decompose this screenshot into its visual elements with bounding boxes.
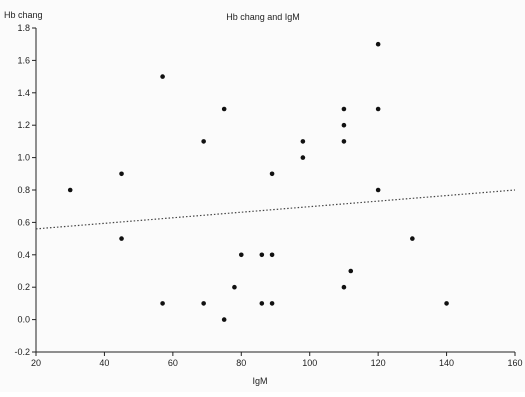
x-tick-label: 140 bbox=[439, 358, 454, 368]
scatter-point bbox=[160, 74, 165, 79]
x-tick-label: 80 bbox=[236, 358, 246, 368]
scatter-point bbox=[269, 301, 275, 306]
data-points bbox=[67, 41, 449, 322]
scatter-point bbox=[444, 301, 449, 306]
scatter-point bbox=[341, 106, 347, 112]
scatter-point bbox=[119, 236, 124, 241]
y-tick-label: -0.2 bbox=[14, 347, 30, 357]
scatter-point bbox=[259, 301, 265, 306]
y-tick-label: 0.6 bbox=[17, 217, 30, 227]
chart-title: Hb chang and IgM bbox=[226, 12, 300, 22]
scatter-point bbox=[201, 301, 206, 306]
scatter-point bbox=[341, 139, 347, 144]
y-tick-label: 1.6 bbox=[17, 55, 30, 65]
scatter-point bbox=[375, 41, 381, 47]
scatter-point bbox=[375, 106, 381, 112]
y-tick-label: 0.8 bbox=[17, 185, 30, 195]
scatter-point bbox=[259, 252, 265, 258]
scatter-point bbox=[238, 252, 244, 258]
y-tick-label: 1.2 bbox=[17, 120, 30, 130]
scatter-point bbox=[300, 139, 306, 144]
x-tick-label: 60 bbox=[168, 358, 178, 368]
scatter-point bbox=[410, 236, 415, 241]
scatter-point bbox=[119, 171, 124, 177]
y-tick-label: 1.4 bbox=[17, 88, 30, 98]
x-tick-label: 20 bbox=[31, 358, 41, 368]
scatter-point bbox=[269, 171, 275, 177]
y-tick-label: 0.0 bbox=[17, 315, 30, 325]
trend-line bbox=[35, 189, 516, 230]
scatter-point bbox=[201, 139, 206, 144]
x-tick-label: 40 bbox=[99, 358, 109, 368]
y-tick-label: 1.8 bbox=[17, 23, 30, 33]
y-tick-label: 0.4 bbox=[17, 250, 30, 260]
scatter-point bbox=[341, 284, 347, 290]
scatter-point bbox=[348, 268, 354, 274]
scatter-point bbox=[160, 301, 165, 306]
x-tick-label: 100 bbox=[302, 358, 317, 368]
scatter-point bbox=[375, 187, 381, 193]
scatter-point bbox=[300, 155, 306, 160]
scatter-point bbox=[341, 122, 347, 128]
x-tick-label: 160 bbox=[507, 358, 522, 368]
x-axis-ticks: 20 40 60 80 100 120 140 160 bbox=[31, 352, 523, 368]
x-tick-label: 120 bbox=[371, 358, 386, 368]
y-tick-label: 1.0 bbox=[17, 153, 30, 163]
y-axis-ticks: -0.2 0.0 0.2 0.4 0.6 0.8 1.0 1.2 1.4 1.6 1.8 bbox=[14, 23, 36, 357]
scatter-point bbox=[67, 187, 73, 193]
scatter-point bbox=[269, 252, 275, 258]
x-axis-title: IgM bbox=[252, 376, 267, 386]
y-axis-title: Hb chang bbox=[4, 10, 43, 20]
scatter-point bbox=[221, 106, 227, 112]
scatter-point bbox=[221, 317, 227, 322]
y-tick-label: 0.2 bbox=[17, 282, 30, 292]
scatter-point bbox=[232, 284, 237, 290]
